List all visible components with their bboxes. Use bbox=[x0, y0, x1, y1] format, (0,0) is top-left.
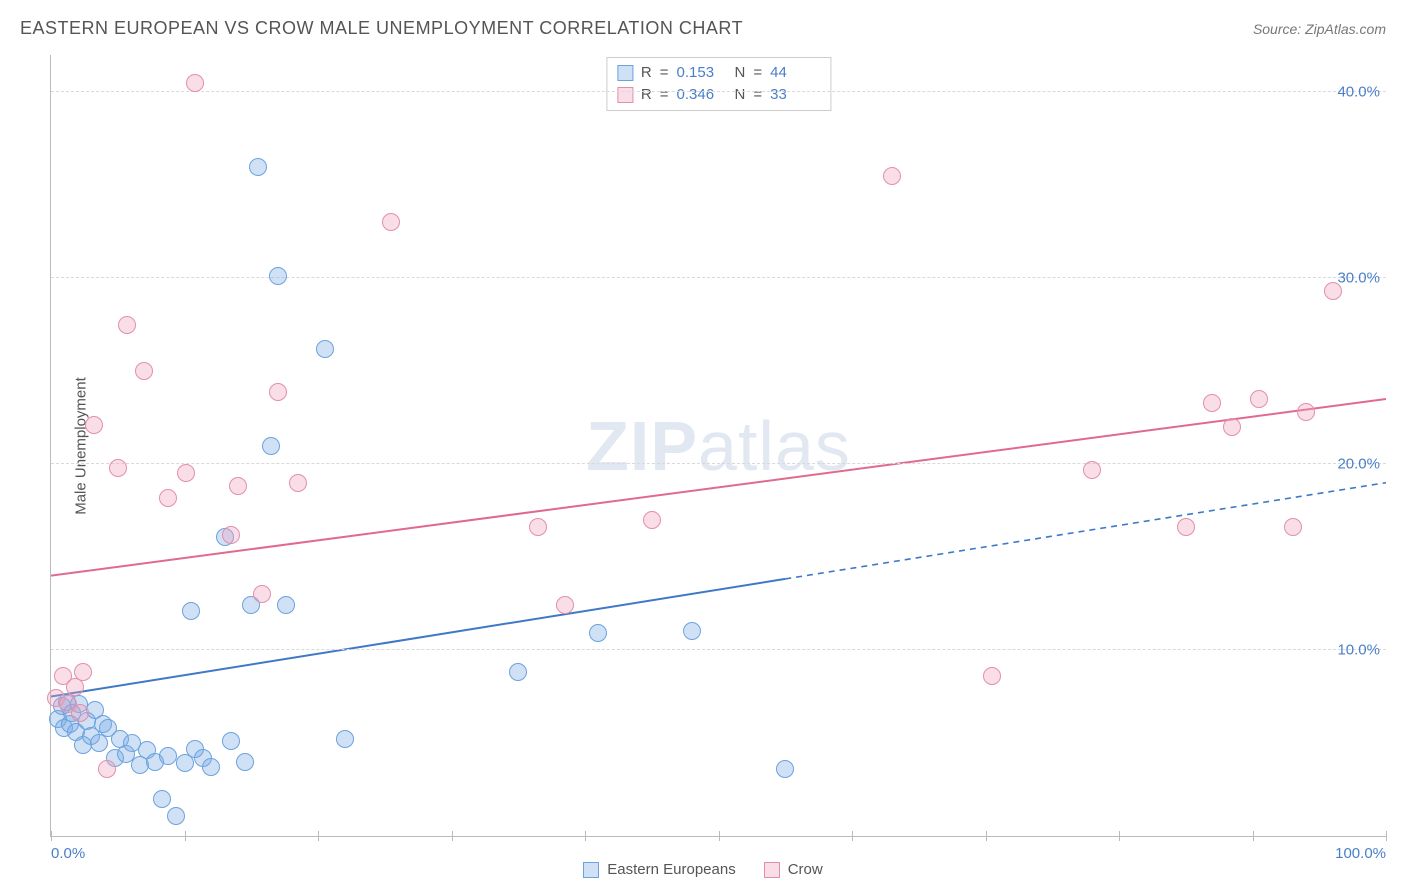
scatter-point bbox=[167, 807, 185, 825]
stats-row: R=0.346N=33 bbox=[617, 84, 820, 106]
grid-line bbox=[51, 463, 1386, 464]
scatter-plot: ZIPatlas R=0.153N=44R=0.346N=33 10.0%20.… bbox=[50, 55, 1386, 837]
n-label: N bbox=[735, 84, 746, 106]
legend-item: Crow bbox=[764, 861, 823, 878]
r-value: 0.153 bbox=[677, 62, 727, 84]
scatter-point bbox=[262, 437, 280, 455]
grid-line bbox=[51, 91, 1386, 92]
x-tick bbox=[1386, 831, 1387, 841]
scatter-point bbox=[316, 340, 334, 358]
scatter-point bbox=[85, 416, 103, 434]
x-tick-label-max: 100.0% bbox=[1335, 845, 1386, 862]
y-tick-label: 10.0% bbox=[1337, 642, 1380, 659]
trend-line-solid bbox=[51, 399, 1386, 576]
legend-label: Eastern Europeans bbox=[607, 861, 735, 878]
scatter-point bbox=[883, 167, 901, 185]
scatter-point bbox=[135, 362, 153, 380]
watermark: ZIPatlas bbox=[586, 406, 851, 486]
scatter-point bbox=[176, 754, 194, 772]
x-tick-label-min: 0.0% bbox=[51, 845, 85, 862]
grid-line bbox=[51, 649, 1386, 650]
header: EASTERN EUROPEAN VS CROW MALE UNEMPLOYME… bbox=[0, 0, 1406, 45]
scatter-point bbox=[509, 663, 527, 681]
scatter-point bbox=[1297, 403, 1315, 421]
scatter-point bbox=[1250, 390, 1268, 408]
scatter-point bbox=[1177, 518, 1195, 536]
legend-swatch bbox=[764, 862, 780, 878]
correlation-stats-box: R=0.153N=44R=0.346N=33 bbox=[606, 57, 831, 111]
x-tick bbox=[585, 831, 586, 841]
scatter-point bbox=[153, 790, 171, 808]
scatter-point bbox=[643, 511, 661, 529]
source-credit: Source: ZipAtlas.com bbox=[1253, 21, 1386, 37]
scatter-point bbox=[776, 760, 794, 778]
scatter-point bbox=[336, 730, 354, 748]
y-tick-label: 20.0% bbox=[1337, 456, 1380, 473]
scatter-point bbox=[71, 704, 89, 722]
x-tick bbox=[452, 831, 453, 841]
scatter-point bbox=[74, 663, 92, 681]
scatter-point bbox=[253, 585, 271, 603]
x-tick bbox=[719, 831, 720, 841]
n-value: 33 bbox=[770, 84, 820, 106]
x-tick bbox=[1253, 831, 1254, 841]
legend-swatch bbox=[617, 65, 633, 81]
scatter-point bbox=[277, 596, 295, 614]
x-tick bbox=[51, 831, 52, 841]
scatter-point bbox=[382, 213, 400, 231]
stats-row: R=0.153N=44 bbox=[617, 62, 820, 84]
r-value: 0.346 bbox=[677, 84, 727, 106]
scatter-point bbox=[159, 489, 177, 507]
scatter-point bbox=[269, 267, 287, 285]
scatter-point bbox=[222, 526, 240, 544]
scatter-point bbox=[589, 624, 607, 642]
scatter-point bbox=[983, 667, 1001, 685]
x-tick bbox=[986, 831, 987, 841]
scatter-point bbox=[269, 383, 287, 401]
legend-item: Eastern Europeans bbox=[583, 861, 735, 878]
y-tick-label: 40.0% bbox=[1337, 84, 1380, 101]
n-value: 44 bbox=[770, 62, 820, 84]
scatter-point bbox=[177, 464, 195, 482]
x-tick bbox=[852, 831, 853, 841]
legend: Eastern Europeans Crow bbox=[0, 861, 1406, 878]
scatter-point bbox=[556, 596, 574, 614]
scatter-point bbox=[1284, 518, 1302, 536]
scatter-point bbox=[529, 518, 547, 536]
grid-line bbox=[51, 277, 1386, 278]
scatter-point bbox=[222, 732, 240, 750]
legend-swatch bbox=[617, 87, 633, 103]
scatter-point bbox=[1223, 418, 1241, 436]
scatter-point bbox=[236, 753, 254, 771]
x-tick bbox=[1119, 831, 1120, 841]
trend-line-solid bbox=[51, 579, 785, 697]
scatter-point bbox=[683, 622, 701, 640]
scatter-point bbox=[109, 459, 127, 477]
scatter-point bbox=[289, 474, 307, 492]
scatter-point bbox=[202, 758, 220, 776]
legend-label: Crow bbox=[788, 861, 823, 878]
y-tick-label: 30.0% bbox=[1337, 270, 1380, 287]
scatter-point bbox=[98, 760, 116, 778]
scatter-point bbox=[186, 74, 204, 92]
n-label: N bbox=[735, 62, 746, 84]
plot-area: Male Unemployment ZIPatlas R=0.153N=44R=… bbox=[50, 55, 1386, 837]
scatter-point bbox=[249, 158, 267, 176]
scatter-point bbox=[182, 602, 200, 620]
x-tick bbox=[318, 831, 319, 841]
chart-title: EASTERN EUROPEAN VS CROW MALE UNEMPLOYME… bbox=[20, 18, 743, 39]
r-label: R bbox=[641, 62, 652, 84]
scatter-point bbox=[118, 316, 136, 334]
legend-swatch bbox=[583, 862, 599, 878]
scatter-point bbox=[229, 477, 247, 495]
scatter-point bbox=[1203, 394, 1221, 412]
r-label: R bbox=[641, 84, 652, 106]
scatter-point bbox=[1083, 461, 1101, 479]
x-tick bbox=[185, 831, 186, 841]
scatter-point bbox=[1324, 282, 1342, 300]
